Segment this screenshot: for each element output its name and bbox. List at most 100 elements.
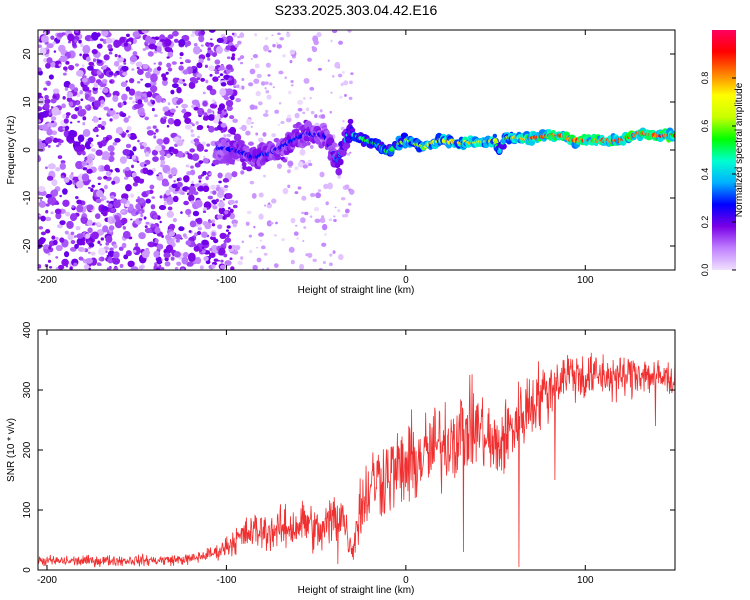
spectrogram-cell <box>45 229 51 234</box>
spectrogram-cell <box>109 151 115 156</box>
spectrogram-cell <box>309 215 313 218</box>
spectrogram-cell <box>50 98 57 104</box>
spectrogram-cell <box>62 188 68 195</box>
spectrogram-cell <box>176 139 184 147</box>
spectrogram-cell <box>81 248 86 252</box>
spectrogram-cell <box>187 153 193 160</box>
spectrogram-cell <box>205 176 209 181</box>
spectrogram-cell <box>90 188 94 193</box>
spectrogram-cell <box>223 253 228 258</box>
spectrogram-cell <box>150 204 156 210</box>
spectrogram-cell <box>105 171 112 177</box>
spectrogram-cell <box>145 198 151 204</box>
spectrogram-cell <box>184 117 191 124</box>
spectrogram-cell <box>98 117 102 120</box>
spectrogram-cell <box>200 30 206 36</box>
spectrogram-cell <box>226 225 231 229</box>
spectrogram-cell <box>197 107 205 116</box>
spectrogram-cell <box>340 197 346 201</box>
spectrogram-cell <box>121 193 129 200</box>
spectrogram-cell <box>234 43 239 48</box>
spectrogram-cell <box>154 145 162 152</box>
spectrogram-cell <box>276 42 279 45</box>
spectrogram-cell <box>192 65 197 70</box>
spectrogram-cell <box>121 133 126 138</box>
spectrogram-cell <box>219 73 224 77</box>
spectrogram-cell <box>231 171 238 178</box>
spectrogram-cell <box>45 203 50 207</box>
spectrogram-cell <box>258 213 264 220</box>
spectrogram-cell <box>78 256 84 261</box>
spectrogram-cell <box>120 198 128 204</box>
spectrogram-cell <box>132 249 137 253</box>
spectrogram-cell <box>108 51 113 55</box>
spectrogram-cell <box>299 263 305 270</box>
spectrogram-cell <box>79 90 83 95</box>
spectrogram-cell <box>163 252 171 259</box>
spectrogram-cell <box>115 127 124 135</box>
spectrogram-cell <box>193 245 200 252</box>
spectrogram-cell <box>173 118 182 127</box>
spectrogram-cell <box>60 55 68 63</box>
spectrogram-cell <box>314 218 321 223</box>
spectrogram-cell <box>293 231 299 236</box>
spectrogram-cell <box>263 204 267 207</box>
spectrogram-cell <box>237 260 243 265</box>
spectrogram-cell <box>238 86 242 90</box>
snr-y-ticks: 0 100 200 300 400 <box>22 321 675 573</box>
spectrogram-cell <box>126 33 130 38</box>
spectrogram-cell <box>281 238 285 242</box>
spectrogram-cell <box>102 137 106 141</box>
spectrogram-cell <box>74 243 79 249</box>
spectrogram-cell <box>119 68 123 72</box>
spectrogram-cell <box>241 124 247 132</box>
spectrogram-cell <box>329 110 332 114</box>
spectrogram-cell <box>91 231 99 240</box>
spectrogram-cell <box>75 180 84 189</box>
spectrogram-cell <box>350 72 354 76</box>
spectrogram-cell <box>171 83 179 89</box>
spectrogram-cell <box>179 52 184 57</box>
spectrogram-cell <box>85 56 91 62</box>
spectrogram-cell <box>78 39 82 44</box>
spectrogram-cell <box>174 266 179 270</box>
spectrogram-cell <box>72 176 79 181</box>
spectrogram-cell <box>122 230 131 239</box>
spectrogram-cell <box>171 183 178 189</box>
spectrogram-cell <box>205 41 210 47</box>
spectrogram-cell <box>210 190 213 194</box>
spectrogram-cell <box>156 138 164 145</box>
spectrogram-cell <box>215 46 223 54</box>
spectrogram-cell <box>145 71 152 79</box>
spectrogram-cell <box>228 45 237 52</box>
spectrogram-cell <box>119 156 127 164</box>
spectrogram-cell <box>234 244 241 251</box>
spectrogram-cell <box>265 90 270 94</box>
spectrogram-cell <box>247 82 254 87</box>
spectrogram-cell <box>100 237 104 241</box>
spectrogram-cell <box>123 254 129 260</box>
spectrogram-cell <box>222 198 226 201</box>
spectrogram-cell <box>115 169 120 173</box>
spectrogram-cell <box>338 149 347 157</box>
spectrogram-cell <box>212 190 217 195</box>
spectrogram-cell <box>331 142 338 148</box>
spectrogram-cell <box>135 198 141 203</box>
spectrogram-cell <box>241 240 245 244</box>
spectrogram-cell <box>96 70 102 76</box>
spectrogram-cell <box>152 156 159 162</box>
spectrogram-cell <box>60 175 65 179</box>
spectrogram-cell <box>254 63 260 69</box>
spectrogram-cell <box>101 30 109 37</box>
spectrogram-cell <box>167 206 173 211</box>
spectrogram-cell <box>332 250 336 254</box>
spectrogram-cell <box>190 129 194 133</box>
spectrogram-cell <box>69 174 74 180</box>
spectrogram-cell <box>340 82 344 87</box>
spectrogram-cell <box>337 158 344 166</box>
spectrogram-cell <box>84 156 88 161</box>
spectrogram-cell <box>330 39 333 43</box>
spectrogram-cell <box>38 119 42 123</box>
spectrogram-cell <box>143 216 147 220</box>
spectrogram-cell <box>139 111 146 116</box>
